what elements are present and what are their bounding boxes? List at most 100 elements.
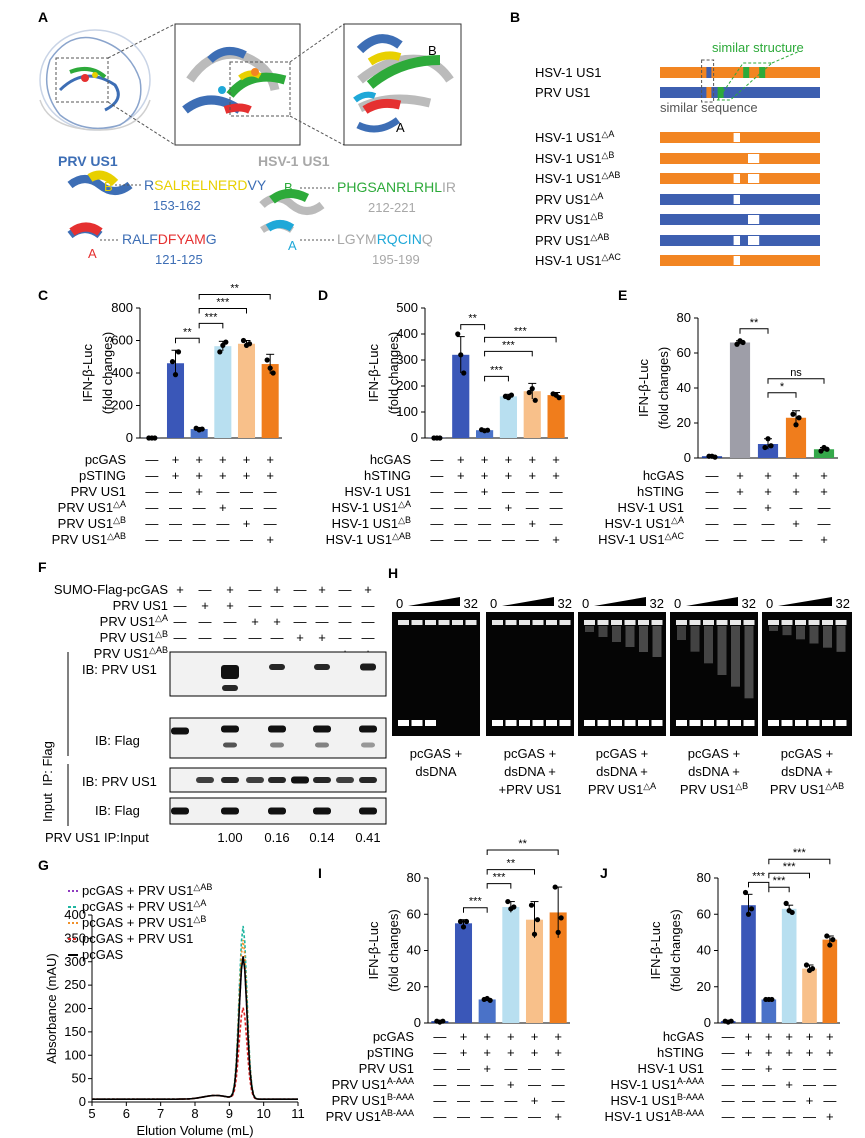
condition-sign: — <box>240 484 253 499</box>
gel-smear <box>625 626 635 647</box>
significance-label: *** <box>514 325 528 337</box>
condition-sign: — <box>481 1093 494 1108</box>
significance-bracket <box>484 350 533 357</box>
gel-well <box>519 620 530 625</box>
blot-sign: — <box>249 582 262 597</box>
blot-band <box>246 777 264 783</box>
free-dna-band <box>689 720 701 726</box>
y-axis-label: Absorbance (mAU) <box>44 953 59 1064</box>
significance-label: *** <box>490 364 504 376</box>
prv-seq-a: RALFDFYAMG <box>122 231 217 247</box>
gel-well <box>835 620 847 625</box>
gel-caption: PRV US1△B <box>680 781 748 797</box>
condition-sign: + <box>552 468 560 483</box>
construct-label: PRV US1△A <box>535 191 603 207</box>
gel-caption: pcGAS + <box>504 746 556 761</box>
data-point <box>556 395 562 401</box>
significance-bracket <box>463 907 488 913</box>
condition-sign: — <box>552 1061 565 1076</box>
chart-g: 5 6 7 8 9 10 11 0 50 100 150 200 250 300 350 400 Elution… <box>44 882 305 1138</box>
significance-label: *** <box>493 872 507 884</box>
condition-sign: + <box>460 1045 468 1060</box>
y-tick-label: 0 <box>411 430 418 445</box>
condition-sign: — <box>790 500 803 515</box>
condition-label: pSTING <box>367 1045 414 1060</box>
data-point <box>712 454 718 460</box>
blot-band <box>314 664 330 670</box>
construct-label: PRV US1△B <box>535 211 603 227</box>
blot-sign: — <box>339 582 352 597</box>
panel-letter: C <box>38 287 48 303</box>
y-tick-label: 400 <box>111 365 133 380</box>
deletion-gap <box>748 154 760 163</box>
y-tick-label: 800 <box>111 300 133 315</box>
blot-band <box>171 727 189 735</box>
condition-sign: — <box>433 1061 446 1076</box>
condition-sign: — <box>454 500 467 515</box>
condition-label: hcGAS <box>663 1029 705 1044</box>
bar <box>741 905 756 1023</box>
free-dna-band <box>611 720 622 726</box>
data-point <box>783 900 789 906</box>
data-point <box>528 902 535 908</box>
condition-sign: — <box>823 1077 836 1092</box>
data-point <box>457 918 464 925</box>
y-tick-label: 250 <box>64 977 86 992</box>
ip-input-ratio: 0.14 <box>309 830 334 845</box>
gradient-start: 0 <box>766 596 773 611</box>
blot-condition-label: SUMO-Flag-pcGAS <box>54 582 168 597</box>
deletion-gap <box>748 174 760 183</box>
significance-label: *** <box>783 861 797 873</box>
blot-sign: + <box>226 582 234 597</box>
condition-sign: — <box>783 1109 796 1124</box>
prv-range-b: 153-162 <box>153 198 201 213</box>
significance-label: ** <box>750 317 759 329</box>
condition-sign: — <box>478 516 491 531</box>
bar <box>813 449 835 458</box>
similar-structure-label: similar structure <box>712 40 804 55</box>
gel-smear <box>769 626 778 631</box>
x-axis-label: Elution Volume (mL) <box>136 1123 253 1138</box>
free-dna-band <box>651 720 663 726</box>
blot-band <box>270 742 284 748</box>
y-tick-label: 20 <box>697 979 711 994</box>
condition-sign: — <box>734 516 747 531</box>
condition-label: PRV US1 <box>359 1061 414 1076</box>
prv-b-letter: B <box>104 179 113 194</box>
elution-curve <box>92 939 298 1100</box>
condition-sign: + <box>806 1029 814 1044</box>
gradient-start: 0 <box>490 596 497 611</box>
data-point <box>267 365 273 371</box>
bar <box>237 343 256 438</box>
free-dna-band <box>716 720 728 726</box>
gel-smear <box>731 626 740 687</box>
significance-bracket <box>486 883 512 889</box>
condition-sign: + <box>505 452 513 467</box>
hsv-b-letter: B <box>284 180 293 195</box>
prv-helix-a <box>67 222 103 239</box>
significance-label: *** <box>752 870 766 882</box>
free-dna-band <box>505 720 517 726</box>
blot-band <box>171 807 189 815</box>
condition-sign: — <box>526 532 539 547</box>
significance-label: *** <box>216 297 230 309</box>
condition-label: HSV-1 US1△AB <box>326 531 411 547</box>
sequence-mark <box>706 67 712 78</box>
deletion-gap <box>733 174 740 183</box>
y-axis-label-units: (fold changes) <box>668 909 683 991</box>
gel-image <box>578 612 666 736</box>
condition-sign: — <box>433 1077 446 1092</box>
gel-well <box>651 620 663 625</box>
free-dna-band <box>808 720 820 726</box>
data-point <box>803 962 810 968</box>
y-axis-label: IFN-β-Luc <box>648 921 663 980</box>
condition-sign: + <box>528 468 536 483</box>
significance-label: * <box>780 381 785 393</box>
blot-sign: + <box>318 582 326 597</box>
condition-sign: + <box>266 532 274 547</box>
gel-well <box>808 620 820 625</box>
condition-sign: — <box>722 1077 735 1092</box>
construct-bar <box>660 87 820 98</box>
protein-structure-zoom-2 <box>353 34 454 133</box>
